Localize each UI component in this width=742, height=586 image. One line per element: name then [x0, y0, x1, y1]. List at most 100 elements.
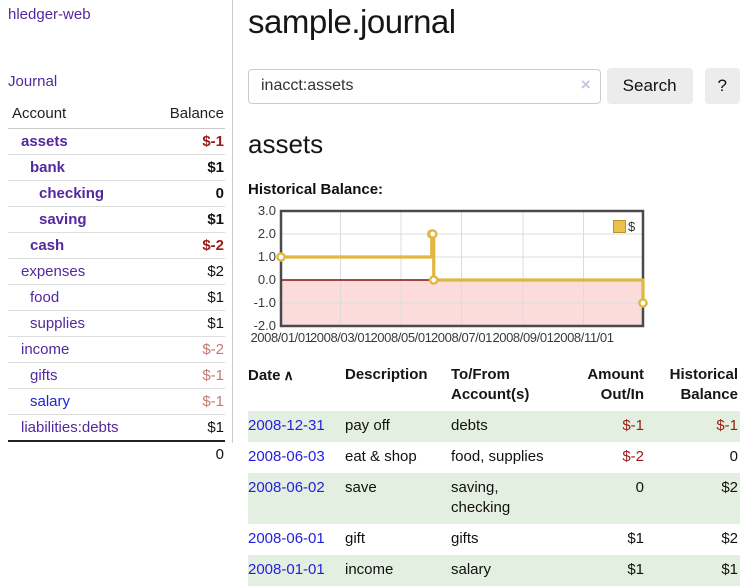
chart-canvas [276, 209, 648, 328]
register-table: Date ∧ Description To/From Account(s) Amo… [248, 363, 740, 586]
y-axis-tick-label: 3.0 [257, 203, 276, 218]
account-balance: $2 [149, 258, 225, 285]
account-link[interactable]: assets [21, 133, 68, 150]
account-row: income $-2 [8, 336, 225, 363]
account-link[interactable]: supplies [30, 315, 86, 332]
register-row: 2008-06-03 eat & shop food, supplies $-2 0 [248, 442, 740, 473]
chart-title-label: Historical Balance: [248, 181, 384, 198]
account-balance: $-1 [149, 362, 225, 389]
register-header-date-label: Date [248, 367, 281, 384]
account-link[interactable]: bank [30, 159, 66, 176]
help-button[interactable]: ? [704, 68, 740, 104]
clear-search-icon[interactable]: × [580, 74, 591, 94]
account-link[interactable]: income [21, 341, 70, 358]
account-row: assets $-1 [8, 129, 225, 155]
y-axis-tick-label: 1.0 [257, 249, 276, 264]
account-balance: 0 [149, 180, 225, 207]
account-row: liabilities:debts $1 [8, 414, 225, 441]
account-link[interactable]: liabilities:debts [21, 419, 119, 436]
x-axis-tick-label: 2008/01/01 [250, 330, 312, 345]
account-row: saving $1 [8, 206, 225, 233]
account-balance: $1 [149, 284, 225, 311]
accounts-table: Account Balance assets $-1 bank $1 checking 0… [8, 103, 225, 467]
accounts-total-row: 0 [8, 440, 225, 467]
y-axis-tick-label: 0.0 [257, 272, 276, 287]
account-row: gifts $-1 [8, 362, 225, 389]
sort-ascending-icon: ∧ [283, 367, 294, 383]
account-link[interactable]: salary [30, 393, 71, 410]
transaction-accounts: food, supplies [451, 448, 544, 465]
transaction-balance: $1 [721, 561, 738, 578]
historical-balance-chart: 3.0 2.0 1.0 0.0 -1.0 -2.0 2008/01/01 2008/03/01… [248, 203, 728, 347]
search-button[interactable]: Search [606, 68, 693, 104]
register-header-description: Description [345, 366, 428, 383]
transaction-accounts: gifts [451, 530, 479, 547]
search-input[interactable] [248, 68, 601, 104]
main-content: sample.journal × Search ? assets Histori… [248, 0, 740, 586]
sidebar-item-journal[interactable]: Journal [8, 73, 58, 90]
x-axis-tick-label: 2008/07/01 [430, 330, 493, 345]
y-axis-tick-label: 2.0 [257, 226, 276, 241]
x-axis-tick-label: 2008/03/01 [309, 330, 372, 345]
transaction-date-link[interactable]: 2008-06-02 [248, 479, 325, 496]
chart-legend: $ [613, 219, 635, 234]
transaction-description: gift [345, 530, 366, 547]
x-axis-tick-label: 2008/05/01 [370, 330, 432, 345]
register-row: 2008-06-02 save saving, checking 0 $2 [248, 473, 740, 524]
register-header-amount: Amount Out/In [587, 366, 644, 403]
sidebar: hledger-web Journal Account Balance asse… [0, 0, 233, 467]
transaction-balance: $2 [721, 530, 738, 547]
register-row: 2008-12-31 pay off debts $-1 $-1 [248, 411, 740, 442]
app-brand-link[interactable]: hledger-web [8, 6, 91, 23]
transaction-amount: $1 [627, 561, 644, 578]
y-axis-tick-label: -1.0 [253, 295, 276, 310]
account-link[interactable]: cash [30, 237, 65, 254]
transaction-accounts: salary [451, 561, 492, 578]
legend-label: $ [628, 219, 636, 234]
x-axis-tick-label: 2008/09/01 [492, 330, 554, 345]
transaction-date-link[interactable]: 2008-06-03 [248, 448, 325, 465]
account-link[interactable]: expenses [21, 263, 86, 280]
transaction-date-link[interactable]: 2008-01-01 [248, 561, 325, 578]
transaction-amount: $-1 [622, 417, 644, 434]
transaction-amount: 0 [635, 479, 644, 496]
account-link[interactable]: checking [39, 185, 105, 202]
account-row: supplies $1 [8, 310, 225, 337]
account-balance: $-2 [149, 232, 225, 259]
spacer-cell [8, 440, 150, 467]
transaction-description: pay off [345, 417, 390, 434]
transaction-description: eat & shop [345, 448, 417, 465]
account-balance: $1 [149, 414, 225, 441]
transaction-accounts: debts [451, 417, 488, 434]
account-link[interactable]: food [30, 289, 60, 306]
register-header-date[interactable]: Date ∧ [248, 363, 345, 411]
accounts-table-header: Account Balance [8, 103, 225, 129]
account-row: food $1 [8, 284, 225, 311]
accounts-header-balance: Balance [149, 103, 225, 129]
y-axis-tick-label: -2.0 [253, 318, 276, 333]
register-header-accounts: To/From Account(s) [451, 366, 530, 403]
account-balance: $-1 [202, 133, 224, 150]
account-balance: $-1 [149, 388, 225, 415]
account-row: expenses $2 [8, 258, 225, 285]
register-header-row: Date ∧ Description To/From Account(s) Amo… [248, 363, 740, 411]
transaction-date-link[interactable]: 2008-06-01 [248, 530, 325, 547]
search-bar: × Search ? [248, 68, 740, 104]
transaction-description: save [345, 479, 377, 496]
account-link[interactable]: saving [39, 211, 87, 228]
legend-swatch-icon [613, 220, 626, 233]
account-balance: $1 [149, 154, 225, 181]
account-balance: $1 [149, 310, 225, 337]
transaction-balance: $2 [721, 479, 738, 496]
transaction-amount: $-2 [622, 448, 644, 465]
account-heading: assets [248, 129, 324, 159]
account-row: salary $-1 [8, 388, 225, 415]
register-row: 2008-01-01 income salary $1 $1 [248, 555, 740, 586]
account-link[interactable]: gifts [30, 367, 58, 384]
transaction-amount: $1 [627, 530, 644, 547]
accounts-total-value: 0 [149, 440, 225, 467]
register-header-balance: Historical Balance [669, 366, 738, 403]
register-row: 2008-06-01 gift gifts $1 $2 [248, 524, 740, 555]
transaction-date-link[interactable]: 2008-12-31 [248, 417, 325, 434]
account-balance: $-2 [149, 336, 225, 363]
